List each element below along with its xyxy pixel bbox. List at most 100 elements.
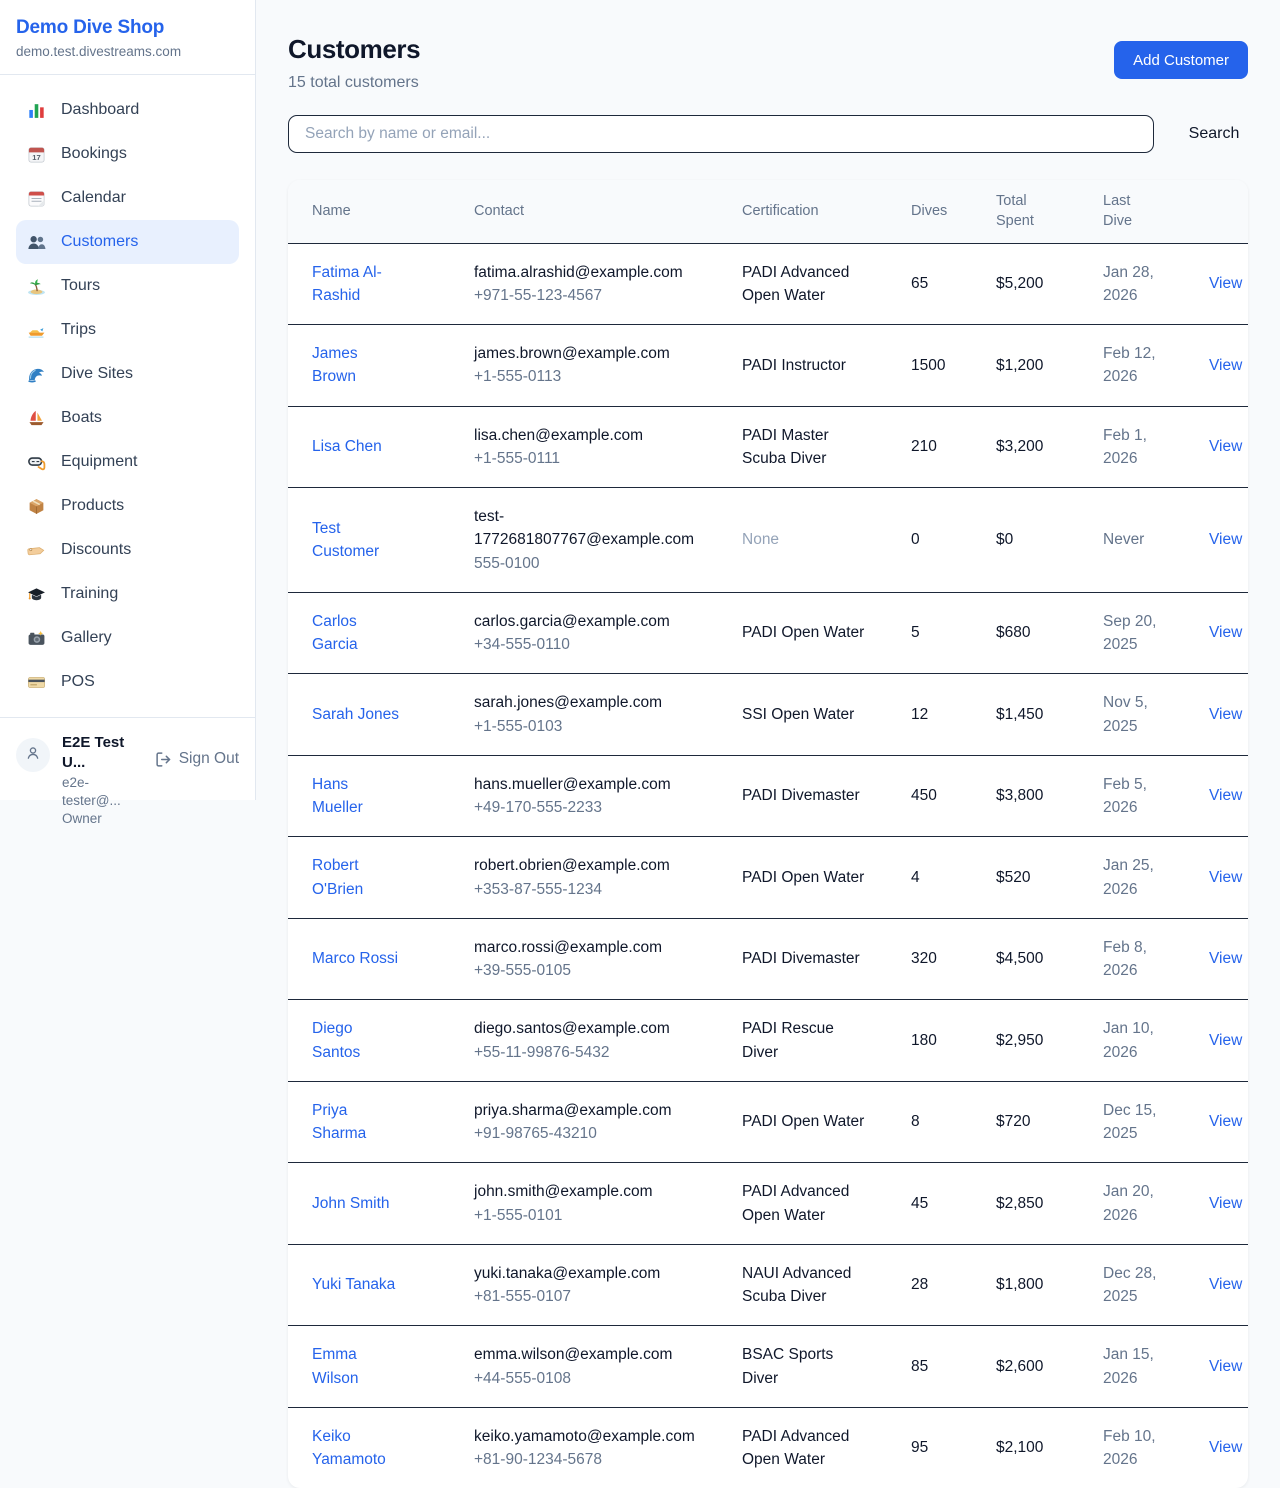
search-input[interactable] <box>288 115 1154 153</box>
add-customer-button[interactable]: Add Customer <box>1114 41 1248 79</box>
customer-name-link[interactable]: Yuki Tanaka <box>312 1276 396 1294</box>
sidebar-item-boats[interactable]: Boats <box>16 396 239 440</box>
customer-view-cell: View <box>1193 673 1248 756</box>
customer-certification: NAUI Advanced Scuba Diver <box>726 1243 895 1326</box>
customer-dives: 5 <box>895 591 980 674</box>
sidebar-item-training[interactable]: Training <box>16 572 239 616</box>
customer-name-cell: Priya Sharma <box>288 1080 458 1163</box>
view-link[interactable]: View <box>1209 1194 1243 1212</box>
customer-phone: +49-170-555-2233 <box>474 799 602 817</box>
table-row: James Brown james.brown@example.com +1-555… <box>288 324 1248 407</box>
customer-contact-cell: hans.mueller@example.com +49-170-555-2233 <box>458 754 726 837</box>
shop-name[interactable]: Demo Dive Shop <box>16 17 165 38</box>
customer-name-link[interactable]: Test Customer <box>312 519 380 560</box>
customer-last-dive: Feb 1, 2026 <box>1087 405 1193 488</box>
customer-name-link[interactable]: Keiko Yamamoto <box>312 1427 386 1469</box>
customer-certification: PADI Open Water <box>726 1080 895 1163</box>
view-link[interactable]: View <box>1209 868 1243 886</box>
customer-name-link[interactable]: Robert O'Brien <box>312 857 364 898</box>
customer-name-link[interactable]: Marco Rossi <box>312 950 399 968</box>
view-link[interactable]: View <box>1209 705 1243 723</box>
customer-name-link[interactable]: Carlos Garcia <box>312 612 358 654</box>
view-link[interactable]: View <box>1209 950 1243 968</box>
table-row: John Smith john.smith@example.com +1-555-0… <box>288 1162 1248 1245</box>
customer-dives: 45 <box>895 1162 980 1245</box>
view-link[interactable]: View <box>1209 1439 1243 1457</box>
sidebar-item-trips[interactable]: Trips <box>16 308 239 352</box>
customer-count: 15 total customers <box>288 74 419 91</box>
table-row: Keiko Yamamoto keiko.yamamoto@example.com… <box>288 1406 1248 1488</box>
customer-view-cell: View <box>1193 999 1248 1082</box>
customer-name-cell: John Smith <box>288 1162 458 1245</box>
customer-dives: 210 <box>895 405 980 488</box>
customer-view-cell: View <box>1193 243 1248 325</box>
customer-certification: PADI Advanced Open Water <box>742 263 850 304</box>
customer-email: test- 1772681807767@example.com <box>474 508 694 549</box>
customer-email: lisa.chen@example.com <box>474 426 644 444</box>
customer-name-link[interactable]: Priya Sharma <box>312 1101 367 1143</box>
view-link[interactable]: View <box>1209 356 1243 374</box>
customer-certification: PADI Advanced Open Water <box>726 1406 895 1488</box>
search-button[interactable]: Search <box>1180 125 1248 143</box>
customer-phone: 555-0100 <box>474 554 540 572</box>
user-role: Owner <box>62 810 102 826</box>
table-row: Hans Mueller hans.mueller@example.com +49-… <box>288 754 1248 837</box>
sidebar-item-label: Equipment <box>61 453 138 470</box>
view-link[interactable]: View <box>1209 438 1243 456</box>
sidebar-item-discounts[interactable]: Discounts <box>16 528 239 572</box>
view-link[interactable]: View <box>1209 624 1243 642</box>
customer-name-link[interactable]: Hans Mueller <box>312 775 363 817</box>
view-link[interactable]: View <box>1209 787 1243 805</box>
sidebar-item-products[interactable]: Products <box>16 484 239 528</box>
view-link[interactable]: View <box>1209 1357 1243 1375</box>
table-row: Diego Santos diego.santos@example.com +55-… <box>288 999 1248 1082</box>
customer-phone: +353-87-555-1234 <box>474 880 602 898</box>
customer-total-spent: $1,200 <box>980 324 1087 407</box>
sidebar-item-pos[interactable]: POS <box>16 660 239 704</box>
customer-name-link[interactable]: James Brown <box>312 345 358 386</box>
sidebar-item-gallery[interactable]: Gallery <box>16 616 239 660</box>
customer-total-spent: $720 <box>980 1080 1087 1163</box>
sidebar-item-dashboard[interactable]: Dashboard <box>16 88 239 132</box>
sidebar-item-bookings[interactable]: 17 Bookings <box>16 132 239 176</box>
sidebar-item-calendar[interactable]: Calendar <box>16 176 239 220</box>
customer-view-cell: View <box>1193 1406 1248 1488</box>
customer-contact-cell: lisa.chen@example.com +1-555-0111 <box>458 405 726 488</box>
view-link[interactable]: View <box>1209 275 1243 293</box>
customer-email: diego.santos@example.com <box>474 1020 670 1038</box>
customer-name-link[interactable]: Lisa Chen <box>312 438 382 456</box>
customer-total-spent: $5,200 <box>996 275 1044 293</box>
customer-email: marco.rossi@example.com <box>474 938 663 956</box>
view-link[interactable]: View <box>1209 1031 1243 1049</box>
sidebar-item-tours[interactable]: Tours <box>16 264 239 308</box>
customer-view-cell: View <box>1193 405 1248 488</box>
customer-total-spent: $2,600 <box>980 1325 1087 1408</box>
customer-dives: 450 <box>895 754 980 837</box>
customer-last-dive: Jan 20, 2026 <box>1087 1162 1193 1245</box>
customer-contact-cell: yuki.tanaka@example.com +81-555-0107 <box>458 1243 726 1326</box>
customer-name-link[interactable]: John Smith <box>312 1194 390 1212</box>
column-header: Certification <box>726 180 895 244</box>
view-link[interactable]: View <box>1209 1276 1243 1294</box>
table-row: Robert O'Brien robert.obrien@example.com +… <box>288 836 1248 919</box>
customer-name-link[interactable]: Sarah Jones <box>312 705 400 723</box>
customer-name-link[interactable]: Fatima Al- Rashid <box>312 263 382 304</box>
customer-dives: 0 <box>895 487 980 593</box>
customer-name-link[interactable]: Diego Santos <box>312 1020 361 1061</box>
sidebar-item-dive-sites[interactable]: Dive Sites <box>16 352 239 396</box>
view-link[interactable]: View <box>1209 1113 1243 1131</box>
customer-dives: 12 <box>895 673 980 756</box>
sidebar-item-customers[interactable]: Customers <box>16 220 239 264</box>
customer-last-dive: Jan 10, 2026 <box>1087 999 1193 1082</box>
customer-contact-cell: test- 1772681807767@example.com 555-0100 <box>458 487 726 593</box>
customer-certification: PADI Instructor <box>726 324 895 407</box>
customer-contact-cell: priya.sharma@example.com +91-98765-43210 <box>458 1080 726 1163</box>
customer-contact-cell: diego.santos@example.com +55-11-99876-543… <box>458 999 726 1082</box>
customer-email: sarah.jones@example.com <box>474 694 663 712</box>
view-link[interactable]: View <box>1209 531 1243 549</box>
dashboard-icon <box>27 101 46 120</box>
customer-view-cell: View <box>1193 917 1248 1000</box>
customer-name-link[interactable]: Emma Wilson <box>312 1346 359 1387</box>
sidebar-item-equipment[interactable]: Equipment <box>16 440 239 484</box>
sign-out-button[interactable]: Sign Out <box>155 750 239 768</box>
